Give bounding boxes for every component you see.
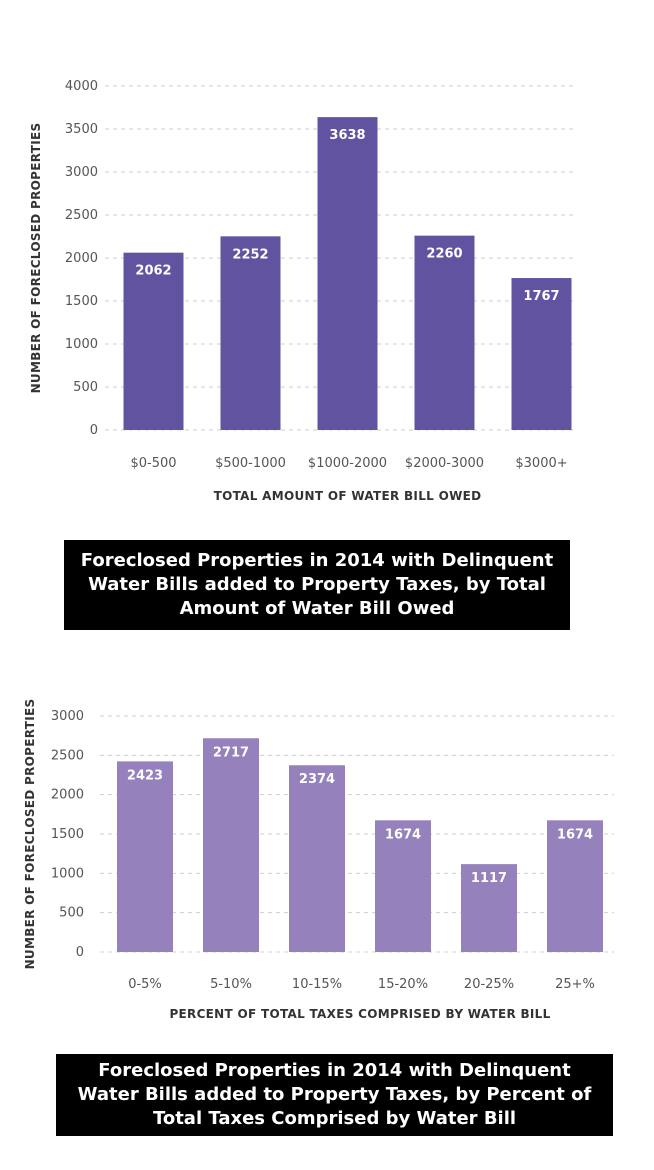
chart-water-bill-owed: 0 500 1000 1500 2000 2500 3000 3500 4000 2062 $0-5…	[0, 0, 654, 520]
chart-percent-of-taxes: 0 500 1000 1500 2000 2500 3000 2423 0-5% 2717 5-10…	[0, 690, 654, 1030]
chart-svg: 0 500 1000 1500 2000 2500 3000 2423 0-5% 2717 5-10…	[23, 699, 614, 1021]
x-axis-title: TOTAL AMOUNT OF WATER BILL OWED	[214, 489, 482, 503]
y-tick-label: 500	[73, 380, 98, 395]
y-tick-label: 2000	[51, 788, 84, 803]
x-tick-label: 25+%	[555, 977, 595, 992]
y-tick-label: 4000	[65, 79, 98, 94]
y-tick-label: 3000	[65, 165, 98, 180]
data-label: 2062	[135, 264, 171, 279]
y-tick-label: 2500	[51, 748, 84, 763]
bar	[117, 761, 173, 952]
bar	[461, 864, 517, 952]
bar	[511, 278, 572, 430]
data-label: 2252	[232, 247, 268, 262]
chart-caption: Foreclosed Properties in 2014 with Delin…	[64, 540, 570, 630]
data-label: 2423	[127, 768, 163, 783]
y-tick-label: 1500	[65, 294, 98, 309]
x-tick-label: $2000-3000	[405, 456, 484, 471]
bar	[203, 738, 259, 952]
x-tick-label: $1000-2000	[308, 456, 387, 471]
x-tick-label: 5-10%	[210, 977, 252, 992]
bar	[289, 765, 345, 952]
bar	[123, 252, 184, 430]
data-label: 1117	[471, 871, 507, 886]
chart-svg: 0 500 1000 1500 2000 2500 3000 3500 4000 2062 $0-5…	[29, 79, 575, 503]
chart-caption: Foreclosed Properties in 2014 with Delin…	[56, 1054, 613, 1136]
x-tick-label: 0-5%	[128, 977, 162, 992]
bar	[220, 236, 281, 430]
y-tick-label: 1500	[51, 827, 84, 842]
y-tick-label: 1000	[65, 337, 98, 352]
data-label: 2260	[426, 247, 462, 262]
bar	[375, 820, 431, 952]
data-label: 1674	[385, 827, 421, 842]
x-tick-label: 20-25%	[464, 977, 514, 992]
y-tick-label: 2000	[65, 251, 98, 266]
y-axis-title: NUMBER OF FORECLOSED PROPERTIES	[29, 123, 43, 394]
bar	[414, 235, 475, 430]
data-label: 1767	[523, 289, 559, 304]
y-tick-label: 3500	[65, 122, 98, 137]
data-label: 3638	[329, 128, 365, 143]
data-label: 2374	[299, 772, 335, 787]
y-tick-label: 0	[90, 423, 98, 438]
x-tick-label: 10-15%	[292, 977, 342, 992]
x-tick-label: $500-1000	[215, 456, 286, 471]
x-tick-label: $3000+	[515, 456, 567, 471]
data-label: 1674	[557, 827, 593, 842]
x-tick-label: $0-500	[130, 456, 176, 471]
y-tick-label: 1000	[51, 866, 84, 881]
y-tick-label: 0	[76, 945, 84, 960]
x-axis-title: PERCENT OF TOTAL TAXES COMPRISED BY WATE…	[169, 1007, 550, 1021]
bar	[317, 117, 378, 430]
x-tick-label: 15-20%	[378, 977, 428, 992]
y-tick-label: 500	[59, 906, 84, 921]
y-tick-label: 2500	[65, 208, 98, 223]
data-label: 2717	[213, 745, 249, 760]
y-tick-label: 3000	[51, 709, 84, 724]
y-axis-title: NUMBER OF FORECLOSED PROPERTIES	[23, 699, 37, 970]
bar	[547, 820, 603, 952]
